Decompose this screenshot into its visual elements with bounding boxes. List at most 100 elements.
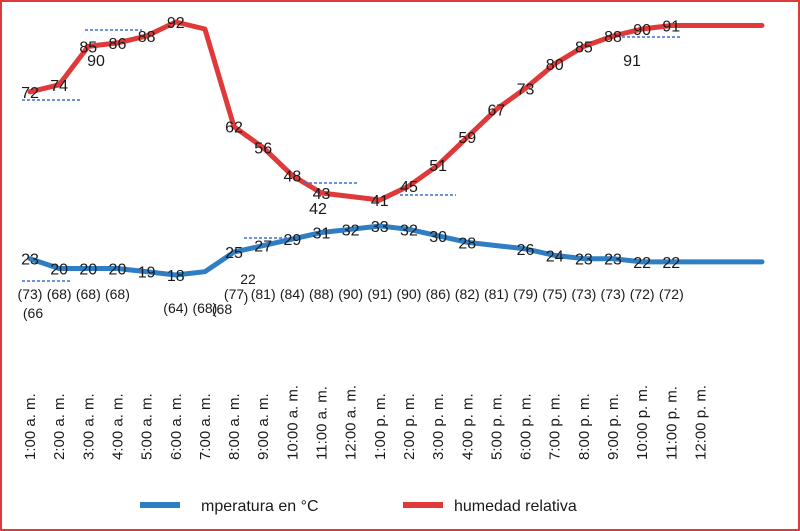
humidity-paren-label: (68) (47, 286, 72, 302)
temperature-label: 23 (604, 252, 622, 269)
legend-label-temperature: mperatura en °C (201, 498, 319, 515)
temperature-label: 27 (254, 239, 272, 256)
x-tick-label: 12:00 a. m. (343, 385, 360, 460)
stray-label: 42 (309, 201, 327, 218)
stray-label: 91 (623, 53, 641, 70)
temperature-label: 22 (633, 255, 651, 272)
humidity-label: 73 (517, 81, 535, 98)
temperature-label: 30 (429, 229, 447, 246)
humidity-paren-label: (75) (542, 286, 567, 302)
humidity-paren-label: (90) (338, 286, 363, 302)
humidity-paren-label: (73) (18, 286, 43, 302)
humidity-label: 51 (429, 158, 447, 175)
temperature-label: 25 (225, 245, 243, 262)
humidity-label: 74 (50, 78, 68, 95)
humidity-paren-label: (73) (571, 286, 596, 302)
x-tick-label: 11:00 a. m. (314, 386, 331, 460)
temperature-label: 22 (662, 255, 680, 272)
temperature-label: 20 (79, 261, 97, 278)
humidity-label: 88 (138, 29, 156, 46)
humidity-paren-label: (81) (484, 286, 509, 302)
x-tick-label: 7:00 a. m. (197, 393, 214, 460)
temperature-label: 20 (50, 261, 68, 278)
legend-label-humidity: humedad relativa (454, 498, 577, 515)
humidity-paren-label: (91) (367, 286, 392, 302)
stray-label: 22 (240, 271, 256, 287)
x-tick-label: 2:00 p. m. (401, 393, 418, 460)
temperature-label: 24 (546, 248, 564, 265)
humidity-label: 48 (283, 169, 301, 186)
humidity-label: 41 (371, 193, 389, 210)
humidity-paren-label: (88) (309, 286, 334, 302)
humidity-label: 91 (662, 18, 680, 35)
x-tick-label: 6:00 a. m. (168, 393, 185, 460)
spellcheck-underlines (22, 29, 680, 282)
humidity-paren-label: (72) (630, 286, 655, 302)
humidity-label: 62 (225, 120, 243, 137)
x-tick-label: 8:00 p. m. (576, 393, 593, 460)
temperature-label: 29 (283, 232, 301, 249)
temperature-label: 20 (109, 261, 127, 278)
x-tick-label: 6:00 p. m. (518, 393, 535, 460)
humidity-paren-label: (86) (426, 286, 451, 302)
humidity-label: 56 (254, 141, 272, 158)
stray-label: (66 (23, 305, 43, 321)
humidity-paren-label: (68) (105, 286, 130, 302)
humidity-paren-label: (81) (251, 286, 276, 302)
x-axis-ticks: 1:00 a. m. 2:00 a. m. 3:00 a. m. 4:00 a. m.… (22, 385, 709, 460)
x-tick-label: 10:00 a. m. (284, 385, 301, 460)
x-tick-label: 1:00 p. m. (372, 393, 389, 460)
series-lines (27, 19, 765, 278)
humidity-paren-label: (84) (280, 286, 305, 302)
humidity-paren-label: (77 (224, 286, 244, 302)
x-tick-label: 2:00 a. m. (51, 393, 68, 460)
humidity-label: 92 (167, 15, 185, 32)
temperature-label: 23 (575, 252, 593, 269)
humidity-paren-label: (68) (192, 300, 217, 316)
x-tick-label: 4:00 a. m. (109, 393, 126, 460)
humidity-paren-label: (82) (455, 286, 480, 302)
humidity-label: 67 (488, 102, 506, 119)
x-tick-label: 9:00 a. m. (255, 393, 272, 460)
x-tick-label: 8:00 a. m. (226, 393, 243, 460)
humidity-paren-label: (90) (396, 286, 421, 302)
humidity-label: 88 (604, 29, 622, 46)
humidity-paren-label: (64) (163, 300, 188, 316)
temperature-line (27, 223, 765, 278)
stray-label: 90 (87, 53, 105, 70)
temperature-label: 18 (167, 268, 185, 285)
x-tick-label: 10:00 p. m. (634, 385, 651, 460)
x-tick-label: 12:00 p. m. (692, 385, 709, 460)
humidity-paren-label: (79) (513, 286, 538, 302)
x-tick-label: 5:00 p. m. (488, 393, 505, 460)
stray-label: (68 (212, 301, 232, 317)
temperature-label: 31 (313, 226, 331, 243)
x-tick-label: 9:00 p. m. (605, 393, 622, 460)
x-tick-label: 1:00 a. m. (22, 393, 39, 460)
legend: mperatura en °C humedad relativa (140, 498, 577, 515)
temperature-label: 19 (138, 265, 156, 282)
temperature-label: 32 (342, 222, 360, 239)
humidity-paren-label: (68) (76, 286, 101, 302)
humidity-label: 90 (633, 22, 651, 39)
stray-label: ) (244, 289, 249, 305)
temperature-label: 26 (517, 242, 535, 259)
humidity-paren-label: (72) (659, 286, 684, 302)
x-tick-label: 5:00 a. m. (139, 393, 156, 460)
humidity-label: 43 (313, 186, 331, 203)
humidity-label: 86 (109, 36, 127, 53)
temperature-label: 33 (371, 219, 389, 236)
humidity-label: 85 (575, 39, 593, 56)
x-tick-label: 7:00 p. m. (547, 393, 564, 460)
x-tick-label: 3:00 p. m. (430, 393, 447, 460)
x-tick-label: 4:00 p. m. (459, 393, 476, 460)
temperature-label: 32 (400, 222, 418, 239)
humidity-label: 85 (79, 39, 97, 56)
temperature-label: 23 (21, 252, 39, 269)
x-tick-label: 11:00 p. m. (663, 386, 680, 460)
temperature-label: 28 (458, 235, 476, 252)
humidity-line (27, 19, 765, 203)
humidity-paren-label: (73) (601, 286, 626, 302)
